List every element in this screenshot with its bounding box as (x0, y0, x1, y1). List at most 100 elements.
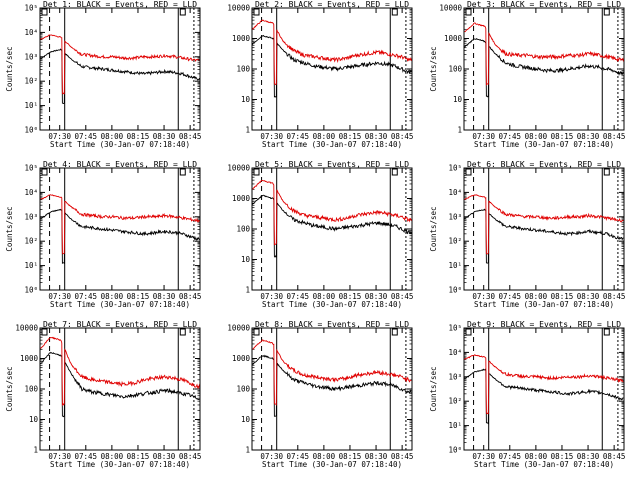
x-tick-label: 07:45 (75, 452, 98, 461)
y-axis-label: Counts/sec (429, 206, 438, 251)
marker-box-left (465, 8, 472, 16)
y-tick-label: 10³ (24, 52, 38, 61)
x-axis-label: Start Time (30-Jan-07 07:18:40) (474, 140, 614, 149)
y-tick-label: 10 (241, 255, 251, 264)
y-tick-label: 10³ (448, 212, 462, 221)
y-tick-label: 10000 (227, 164, 250, 173)
marker-box-right (179, 328, 186, 336)
x-tick-label: 07:45 (499, 452, 522, 461)
chart-panel-8: Det 8: BLACK = Events, RED = LLD 1 10 100 10… (227, 320, 413, 469)
x-tick-label: 08:15 (339, 452, 362, 461)
x-tick-label: 08:15 (551, 132, 574, 141)
y-tick-label: 1 (245, 286, 250, 295)
x-tick-label: 07:45 (75, 292, 98, 301)
y-tick-label: 100 (236, 65, 250, 74)
chart-title: Det 9: BLACK = Events, RED = LLD (467, 320, 621, 329)
y-tick-label: 10⁰ (448, 446, 462, 455)
plot-frame (39, 7, 201, 131)
y-tick-label: 100 (236, 385, 250, 394)
series-line-lld (252, 19, 412, 86)
series-line-lld (464, 354, 624, 415)
y-tick-label: 10⁴ (24, 28, 38, 37)
marker-box-left (41, 328, 48, 336)
chart-panel-2: Det 2: BLACK = Events, RED = LLD 1 10 100 10… (227, 0, 413, 149)
y-tick-label: 10² (24, 77, 38, 86)
x-tick-label: 08:30 (577, 132, 600, 141)
y-tick-label: 10⁰ (24, 286, 38, 295)
y-tick-label: 10⁰ (448, 286, 462, 295)
plot-frame (39, 327, 201, 451)
x-tick-label: 08:45 (391, 132, 414, 141)
x-tick-label: 07:45 (499, 132, 522, 141)
y-tick-label: 10³ (448, 372, 462, 381)
y-tick-label: 10¹ (24, 101, 38, 110)
y-tick-label: 1 (245, 446, 250, 455)
series-line-events (252, 34, 412, 98)
y-axis-label: Counts/sec (5, 46, 14, 91)
x-axis-label: Start Time (30-Jan-07 07:18:40) (50, 460, 190, 469)
x-axis-label: Start Time (30-Jan-07 07:18:40) (50, 140, 190, 149)
x-tick-label: 07:45 (75, 132, 98, 141)
y-tick-label: 1000 (232, 194, 251, 203)
x-tick-label: 07:30 (48, 452, 71, 461)
x-tick-label: 07:45 (287, 452, 310, 461)
y-tick-label: 10¹ (24, 261, 38, 270)
x-tick-label: 07:45 (287, 292, 310, 301)
y-tick-label: 10² (24, 237, 38, 246)
marker-box-right (391, 328, 398, 336)
chart-title: Det 7: BLACK = Events, RED = LLD (43, 320, 197, 329)
series-line-lld (252, 179, 412, 245)
y-tick-label: 10² (448, 237, 462, 246)
y-axis-label: Counts/sec (5, 206, 14, 251)
y-tick-label: 10 (453, 95, 463, 104)
y-tick-label: 1 (33, 446, 38, 455)
series-line-lld (464, 194, 624, 255)
x-tick-label: 08:00 (313, 132, 336, 141)
y-tick-label: 1000 (232, 354, 251, 363)
y-tick-label: 100 (24, 385, 38, 394)
x-tick-label: 08:45 (179, 292, 202, 301)
series-line-lld (252, 339, 412, 406)
x-tick-label: 08:15 (127, 132, 150, 141)
y-tick-label: 1000 (232, 34, 251, 43)
series-line-events (252, 354, 412, 417)
marker-box-right (391, 168, 398, 176)
y-tick-label: 10000 (227, 4, 250, 13)
x-tick-label: 08:30 (365, 132, 388, 141)
y-tick-label: 10 (241, 415, 251, 424)
series-line-events (464, 37, 624, 98)
x-tick-label: 07:30 (260, 292, 283, 301)
x-tick-label: 08:15 (127, 452, 150, 461)
x-tick-label: 07:30 (260, 132, 283, 141)
x-tick-label: 07:30 (472, 452, 495, 461)
y-tick-label: 10⁵ (24, 164, 38, 173)
marker-box-right (603, 328, 610, 336)
marker-box-left (41, 8, 48, 16)
y-tick-label: 1 (457, 126, 462, 135)
y-tick-label: 1000 (20, 354, 39, 363)
chart-title: Det 6: BLACK = Events, RED = LLD (467, 160, 621, 169)
marker-box-right (391, 8, 398, 16)
x-tick-label: 07:30 (472, 132, 495, 141)
x-tick-label: 08:30 (577, 292, 600, 301)
series-line-events (464, 368, 624, 425)
x-tick-label: 08:15 (127, 292, 150, 301)
x-tick-label: 08:45 (603, 292, 626, 301)
y-tick-label: 100 (448, 65, 462, 74)
marker-box-left (41, 168, 48, 176)
marker-box-left (253, 168, 260, 176)
x-axis-label: Start Time (30-Jan-07 07:18:40) (474, 300, 614, 309)
y-tick-label: 1000 (444, 34, 463, 43)
y-tick-label: 10⁴ (448, 348, 462, 357)
x-tick-label: 08:00 (101, 452, 124, 461)
y-tick-label: 10⁵ (448, 324, 462, 333)
y-axis-label: Counts/sec (5, 366, 14, 411)
series-line-events (40, 351, 200, 418)
y-tick-label: 10⁵ (24, 4, 38, 13)
chart-panel-9: Det 9: BLACK = Events, RED = LLD 10⁰ 10¹ 10… (429, 320, 625, 469)
x-tick-label: 08:00 (525, 452, 548, 461)
y-tick-label: 10⁰ (24, 126, 38, 135)
series-line-events (464, 208, 624, 264)
x-tick-label: 08:45 (603, 452, 626, 461)
